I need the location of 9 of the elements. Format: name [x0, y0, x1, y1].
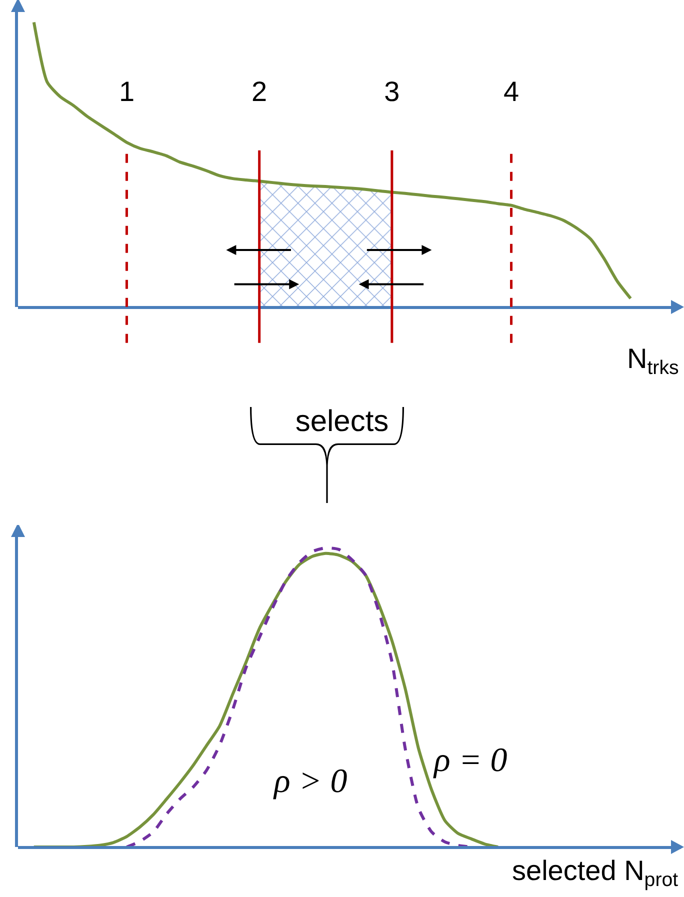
annotation: ρ > 0 — [273, 763, 348, 800]
x-tick-label: 1 — [118, 76, 135, 107]
x-tick-label: 4 — [503, 76, 520, 107]
text: selects — [294, 405, 390, 439]
x-axis-title: selected N$_{prot}$ — [512, 855, 679, 891]
x-tick-label: 2 — [252, 76, 268, 107]
annotation: ρ = 0 — [433, 742, 508, 779]
x-tick-label: 3 — [384, 76, 400, 107]
x-axis-title: N$_{trks}$ — [627, 343, 679, 379]
